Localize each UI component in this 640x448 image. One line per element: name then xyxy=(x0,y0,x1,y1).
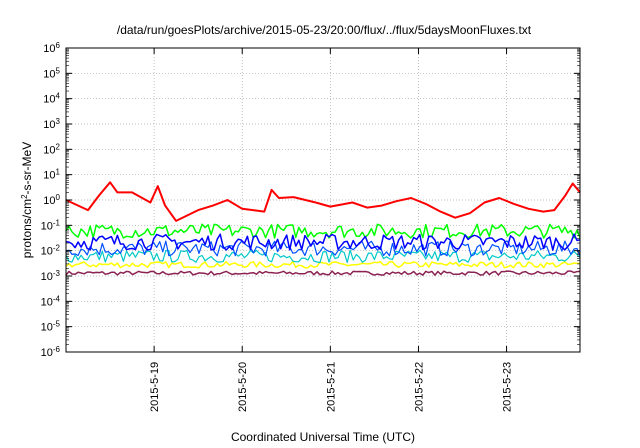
series-line-6 xyxy=(65,270,581,276)
y-tick-label: 106 xyxy=(43,41,60,56)
series-lines xyxy=(65,181,581,276)
x-axis: 2015-5-19 2015-5-20 2015-5-21 2015-5-22 2015… xyxy=(149,48,514,412)
x-axis-label: Coordinated Universal Time (UTC) xyxy=(231,430,415,444)
y-tick-label: 104 xyxy=(43,91,60,106)
y-tick-label: 102 xyxy=(43,142,60,157)
series-line-5 xyxy=(65,260,581,269)
y-tick-label: 10-5 xyxy=(41,319,61,334)
y-axis-label: protons/cm2-s-sr-MeV xyxy=(20,142,35,258)
series-line-4 xyxy=(65,249,581,264)
x-tick-label: 2015-5-23 xyxy=(502,362,514,412)
y-tick-label: 105 xyxy=(43,66,60,81)
chart-title: /data/run/goesPlots/archive/2015-05-23/2… xyxy=(117,23,532,37)
x-tick-label: 2015-5-20 xyxy=(237,362,249,412)
x-tick-label: 2015-5-22 xyxy=(413,362,425,412)
y-tick-label: 101 xyxy=(43,167,60,182)
y-tick-label: 10-2 xyxy=(41,243,61,258)
x-tick-label: 2015-5-19 xyxy=(149,362,161,412)
y-axis: 10-6 10-5 10-4 10-3 10-2 10-1 100 101 102 103 104 1… xyxy=(41,41,580,360)
y-tick-label: 10-1 xyxy=(41,218,61,233)
y-tick-label: 10-6 xyxy=(41,345,61,360)
y-tick-label: 103 xyxy=(43,117,60,132)
series-line-0 xyxy=(65,181,581,222)
x-tick-label: 2015-5-21 xyxy=(325,362,337,412)
y-tick-label: 10-3 xyxy=(41,269,61,284)
y-tick-label: 10-4 xyxy=(41,294,61,309)
series-line-2 xyxy=(65,233,581,251)
y-tick-label: 100 xyxy=(43,193,60,208)
series-line-1 xyxy=(65,223,581,239)
